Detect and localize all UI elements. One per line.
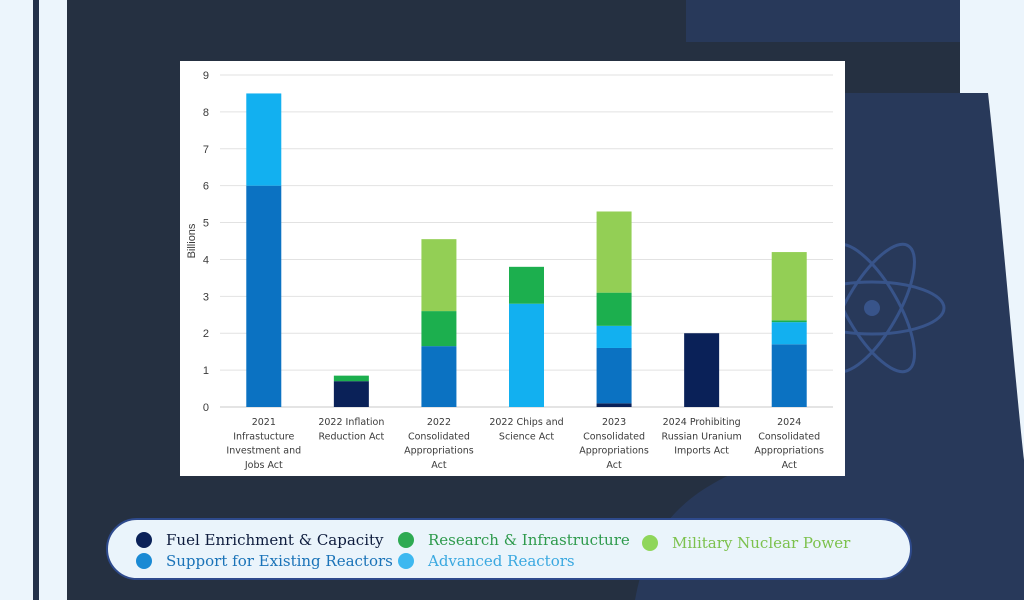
bar-segment [596,292,632,326]
y-axis-ticks: 0 1 2 3 4 5 6 7 8 9 [203,70,209,414]
legend-item: Fuel Enrichment & Capacity [136,531,384,549]
legend-swatch [398,553,414,569]
bar-segment [421,346,457,407]
legend-label: Research & Infrastructure [428,531,630,549]
legend-label: Support for Existing Reactors [166,552,393,570]
legend-swatch [398,532,414,548]
legend-item: Research & Infrastructure [398,531,630,549]
legend-label: Military Nuclear Power [672,534,851,552]
x-category-label: 2022 Inflation Reduction Act [318,417,384,442]
x-category-label: 2023 Consolidated Appropriations Act [579,417,649,471]
legend-label: Advanced Reactors [428,552,575,570]
legend-item: Military Nuclear Power [642,534,850,552]
y-tick-label: 8 [203,107,209,119]
x-category-label: 2022 Chips and Science Act [489,417,563,442]
bar-segment [771,252,807,321]
bar-segment [684,333,720,407]
bar-segment [509,266,544,304]
bar-segment [333,381,369,407]
light-corner-shape [960,0,1024,93]
bar-segment [596,211,632,293]
bar-segment [596,325,632,348]
bar-segment [771,320,807,323]
y-tick-label: 7 [203,144,209,156]
bar-segment [596,403,632,407]
x-category-label: 2024 Consolidated Appropriations Act [754,417,824,471]
chart-card: 0 1 2 3 4 5 6 7 8 9 2021 Infrastucture Investment a… [180,61,845,476]
navy-header-shape [686,0,988,42]
y-tick-label: 3 [203,291,209,303]
x-axis-categories: 2021 Infrastucture Investment and Jobs Act 2… [226,417,824,471]
legend-item: Advanced Reactors [398,552,575,570]
bar-segment [333,375,369,382]
bar-segment [246,185,282,407]
x-category-label: 2022 Consolidated Appropriations Act [404,417,474,471]
y-tick-label: 2 [203,328,209,340]
x-category-label: 2021 Infrastucture Investment and Jobs Act [226,417,301,471]
y-tick-label: 9 [203,70,209,82]
bars [246,93,807,407]
bar-segment [771,322,807,345]
legend-swatch [136,553,152,569]
left-accent-stripe [33,0,39,600]
bar-segment [771,344,807,407]
stacked-bar-chart: 0 1 2 3 4 5 6 7 8 9 2021 Infrastucture Investment a… [186,70,833,471]
y-tick-label: 0 [203,402,209,414]
x-category-label: 2024 Prohibiting Russian Uranium Imports A… [662,417,742,457]
y-tick-label: 5 [203,218,209,230]
legend-item: Support for Existing Reactors [136,552,393,570]
bar-segment [596,347,632,404]
y-tick-label: 4 [203,254,209,266]
y-tick-label: 1 [203,365,209,377]
legend: Fuel Enrichment & Capacity Support for Ex… [106,518,912,580]
y-axis-label: Billions [186,223,198,258]
bar-segment [421,239,457,312]
bar-segment [246,93,282,186]
legend-swatch [642,535,658,551]
y-tick-label: 6 [203,181,209,193]
bar-segment [509,303,544,407]
legend-swatch [136,532,152,548]
legend-label: Fuel Enrichment & Capacity [166,531,384,549]
bar-segment [421,311,457,347]
